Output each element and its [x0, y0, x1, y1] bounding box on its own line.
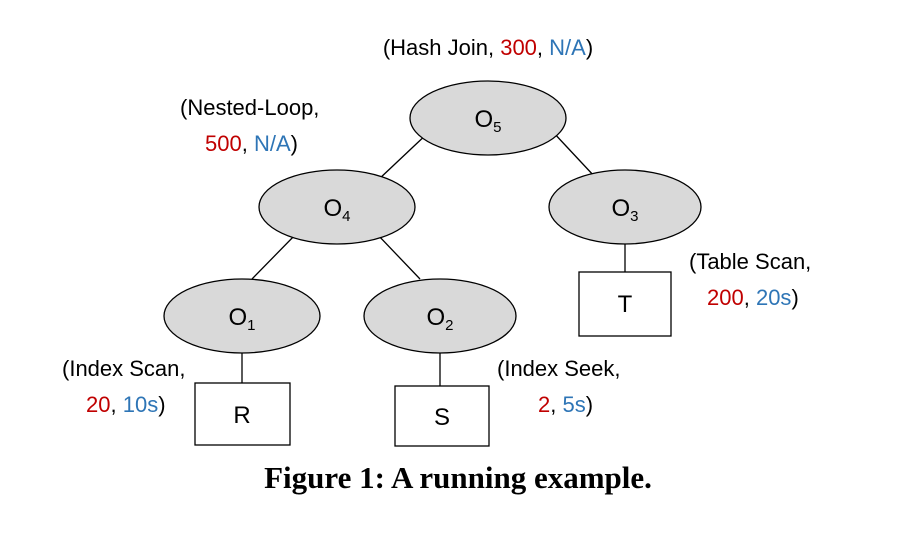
operator-node-o1: O1 — [163, 278, 321, 354]
operator-subscript: 5 — [493, 119, 501, 136]
operator-label: O — [228, 304, 247, 331]
operator-label: O — [474, 106, 493, 133]
operator-node-o2: O2 — [363, 278, 517, 354]
svg-text:O4: O4 — [323, 195, 350, 225]
operator-label: O — [611, 195, 630, 222]
operator-subscript: 4 — [342, 208, 350, 225]
annotation-o3: (Table Scan, 200, 20s) — [689, 249, 811, 310]
annotation-o2: (Index Seek, 2, 5s) — [497, 356, 621, 417]
operator-label: O — [323, 195, 342, 222]
operator-node-o4: O4 — [258, 169, 416, 245]
annotation-o1: (Index Scan, 20, 10s) — [62, 356, 186, 417]
edge-o4-o2 — [375, 232, 421, 280]
operator-node-o5: O5 — [409, 80, 567, 156]
svg-text:O3: O3 — [611, 195, 638, 225]
table-label: R — [233, 402, 250, 429]
svg-text:20, 10s): 20, 10s) — [86, 392, 166, 417]
edge-o5-o3 — [551, 130, 596, 178]
figure-caption: Figure 1: A running example. — [264, 460, 652, 495]
table-label: T — [618, 291, 633, 318]
operator-node-o3: O3 — [548, 169, 702, 245]
table-node-s: S — [394, 385, 490, 447]
svg-text:O5: O5 — [474, 106, 501, 136]
svg-text:O2: O2 — [426, 304, 453, 334]
annotation-line1: (Nested-Loop, — [180, 95, 319, 120]
annotation-o5: (Hash Join, 300, N/A) — [383, 35, 593, 60]
cost-value: 200 — [707, 285, 744, 310]
operator-subscript: 2 — [445, 317, 453, 334]
cost-value: 2 — [538, 392, 550, 417]
cost-value: 300 — [500, 35, 537, 60]
annotation-line1: (Index Seek, — [497, 356, 621, 381]
annotation-o4: (Nested-Loop, 500, N/A) — [180, 95, 319, 156]
svg-text:200, 20s): 200, 20s) — [707, 285, 799, 310]
cost-value: 20 — [86, 392, 110, 417]
cost-value: 500 — [205, 131, 242, 156]
edge-o4-o1 — [251, 232, 298, 280]
table-node-t: T — [578, 271, 672, 337]
query-plan-tree: O5 O4 O3 O1 O2 R S T (Hash Join, 300, N/… — [62, 35, 811, 447]
time-value: N/A — [254, 131, 291, 156]
annotation-line1: (Index Scan, — [62, 356, 186, 381]
table-label: S — [434, 404, 450, 431]
svg-text:O1: O1 — [228, 304, 255, 334]
svg-text:500, N/A): 500, N/A) — [205, 131, 298, 156]
annotation-line1: (Table Scan, — [689, 249, 811, 274]
svg-text:2, 5s): 2, 5s) — [538, 392, 593, 417]
time-value: 20s — [756, 285, 791, 310]
time-value: N/A — [549, 35, 586, 60]
tree-edges — [241, 130, 626, 386]
time-value: 5s — [562, 392, 585, 417]
edge-o5-o4 — [377, 130, 431, 181]
operator-subscript: 1 — [247, 317, 255, 334]
time-value: 10s — [123, 392, 158, 417]
table-node-r: R — [194, 382, 291, 446]
operator-subscript: 3 — [630, 208, 638, 225]
operator-label: O — [426, 304, 445, 331]
